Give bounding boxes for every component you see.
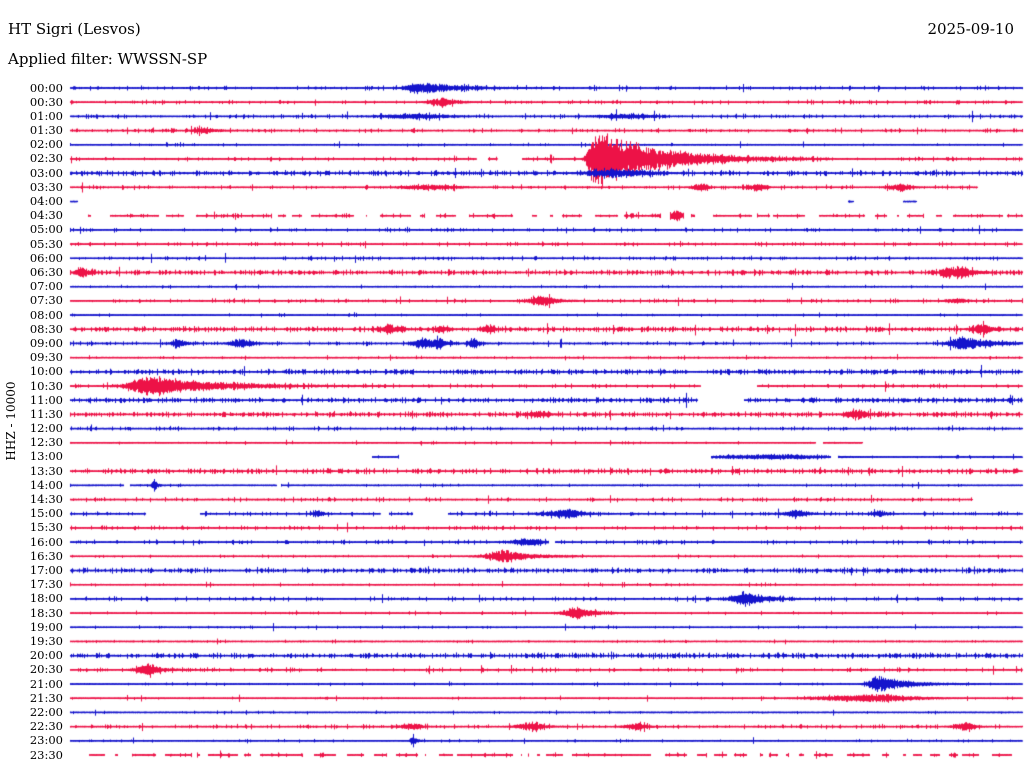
time-label-0430: 04:30 — [29, 208, 63, 223]
time-label-1630: 16:30 — [29, 548, 63, 563]
time-label-0800: 08:00 — [29, 307, 63, 322]
time-label-1200: 12:00 — [29, 421, 63, 436]
time-label-0030: 00:30 — [29, 94, 63, 109]
time-label-1400: 14:00 — [29, 477, 63, 492]
filter-label: Applied filter: WWSSN-SP — [8, 50, 208, 68]
time-label-1900: 19:00 — [29, 619, 63, 634]
time-label-0500: 05:00 — [29, 222, 63, 237]
time-label-0300: 03:00 — [29, 165, 63, 180]
time-label-1130: 11:30 — [29, 406, 63, 421]
time-label-0630: 06:30 — [29, 264, 63, 279]
time-label-2030: 20:30 — [29, 662, 63, 677]
time-label-1830: 18:30 — [29, 605, 63, 620]
time-label-1530: 15:30 — [29, 520, 63, 535]
time-label-2100: 21:00 — [29, 676, 63, 691]
time-label-1030: 10:30 — [29, 378, 63, 393]
time-label-0400: 04:00 — [29, 194, 63, 209]
time-label-0130: 01:30 — [29, 123, 63, 138]
time-label-2130: 21:30 — [29, 690, 63, 705]
time-label-1000: 10:00 — [29, 364, 63, 379]
time-label-2000: 20:00 — [29, 648, 63, 663]
time-label-1500: 15:00 — [29, 506, 63, 521]
time-label-1930: 19:30 — [29, 633, 63, 648]
time-label-1430: 14:30 — [29, 492, 63, 507]
time-label-1700: 17:00 — [29, 563, 63, 577]
date-label: 2025-09-10 — [927, 20, 1014, 38]
time-label-0200: 02:00 — [29, 137, 63, 152]
time-label-0600: 06:00 — [29, 250, 63, 265]
time-label-1300: 13:00 — [29, 449, 63, 464]
time-label-0830: 08:30 — [29, 321, 63, 336]
time-label-0000: 00:00 — [29, 80, 63, 95]
time-label-0900: 09:00 — [29, 335, 63, 350]
time-label-1800: 18:00 — [29, 591, 63, 606]
time-label-0530: 05:30 — [29, 236, 63, 251]
time-label-2230: 22:30 — [29, 719, 63, 734]
time-label-1100: 11:00 — [29, 392, 63, 407]
station-title: HT Sigri (Lesvos) — [8, 20, 141, 38]
time-label-2330: 23:30 — [29, 747, 63, 762]
time-label-0330: 03:30 — [29, 179, 63, 194]
time-label-0930: 09:30 — [29, 350, 63, 365]
time-label-1330: 13:30 — [29, 463, 63, 478]
time-label-1600: 16:00 — [29, 534, 63, 549]
time-label-1230: 12:30 — [29, 435, 63, 450]
time-label-0730: 07:30 — [29, 293, 63, 308]
time-label-0230: 02:30 — [29, 151, 63, 166]
time-label-0100: 01:00 — [29, 108, 63, 123]
time-label-0700: 07:00 — [29, 279, 63, 294]
time-label-2200: 22:00 — [29, 704, 63, 719]
time-label-1730: 17:30 — [29, 577, 63, 592]
time-label-2300: 23:00 — [29, 733, 63, 748]
